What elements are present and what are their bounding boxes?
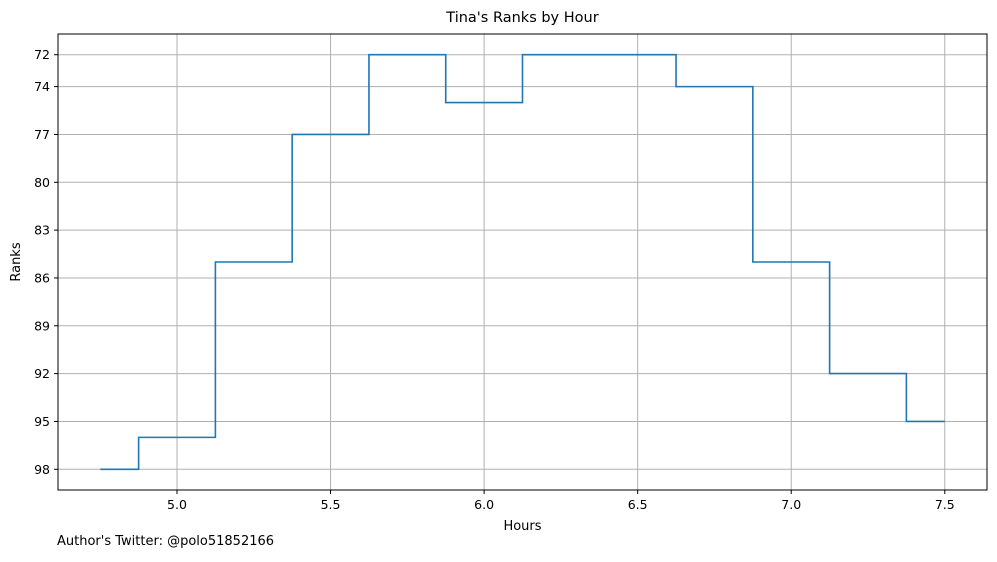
x-axis-label: Hours [503,519,541,534]
y-tick-label: 95 [34,414,50,429]
y-tick-label: 92 [34,366,50,381]
y-tick-label: 98 [34,462,50,477]
x-tick-label: 6.5 [628,497,648,512]
y-tick-label: 89 [34,318,50,333]
y-tick-label: 77 [34,127,50,142]
y-tick-label: 80 [34,175,50,190]
y-tick-label: 83 [34,223,50,238]
rank-step-line [100,53,945,471]
author-twitter-note: Author's Twitter: @polo51852166 [57,534,275,549]
series-layer [100,53,945,471]
y-tick-label: 86 [34,270,50,285]
x-tick-label: 5.0 [167,497,187,512]
plot-frame [57,33,988,491]
x-tick-label: 6.0 [474,497,494,512]
chart-title: Tina's Ranks by Hour [445,10,598,26]
y-tick-label: 72 [34,47,50,62]
x-tick-label: 7.0 [781,497,801,512]
axis-ticks: 5.0 5.5 6.0 6.5 7.0 7.5 72 74 77 80 83 86 89 92 95 98 [34,47,955,512]
x-tick-label: 7.5 [935,497,955,512]
y-tick-label: 74 [34,79,50,94]
x-tick-label: 5.5 [321,497,341,512]
y-axis-label: Ranks [9,242,24,281]
